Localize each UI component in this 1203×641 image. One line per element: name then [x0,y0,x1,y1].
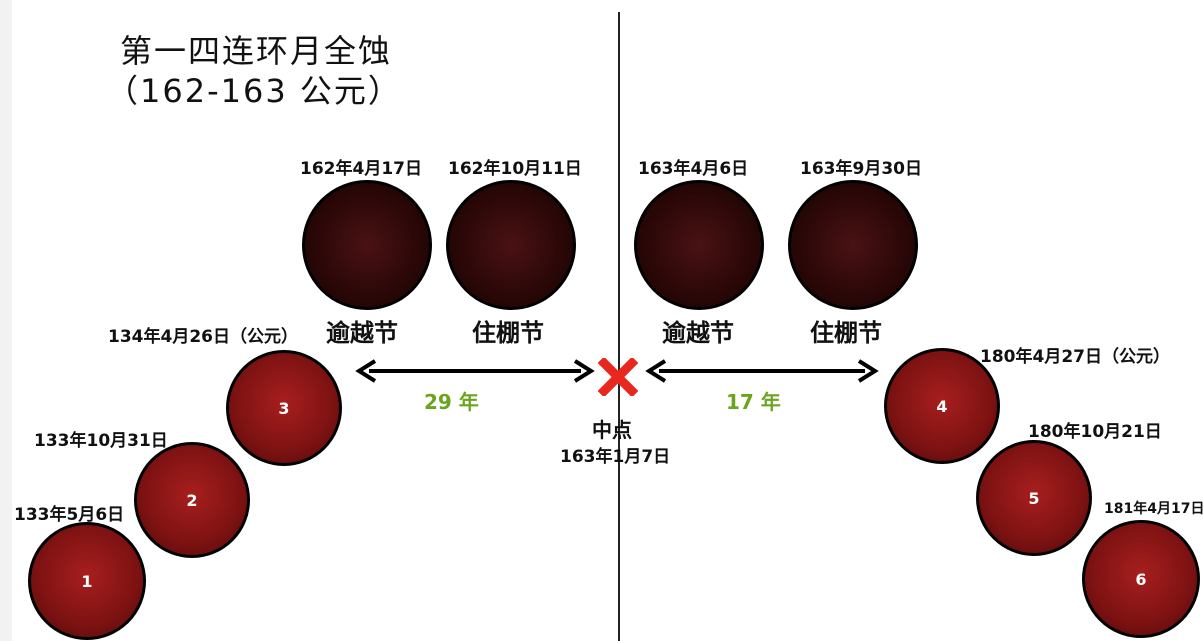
span-arrow-right [645,359,879,383]
moon-number-5: 5 [1028,488,1040,508]
moon-number-1: 1 [81,571,93,591]
blood-moon-163-autumn [788,180,918,310]
center-divider-line [618,12,620,641]
festival-label-passover-right: 逾越节 [662,319,734,347]
blood-moon-5: 5 [976,440,1092,556]
blood-moon-162-spring [302,180,432,310]
midpoint-label: 中点 [592,418,632,442]
top-eclipse-date-2: 162年10月11日 [448,159,582,179]
blood-moon-162-autumn [446,180,576,310]
top-eclipse-date-4: 163年9月30日 [800,159,922,179]
festival-label-tabernacles-right: 住棚节 [810,319,882,347]
midpoint-date: 163年1月7日 [560,447,671,467]
blood-moon-163-spring [634,180,764,310]
span-label-right: 17 年 [726,390,781,414]
side-eclipse-date-6: 181年4月17日 [1104,501,1203,517]
left-edge-bar [0,0,12,641]
side-eclipse-date-3: 134年4月26日（公元） [108,327,298,347]
span-label-left: 29 年 [424,390,479,414]
moon-number-6: 6 [1135,569,1147,589]
festival-label-passover-left: 逾越节 [326,319,398,347]
side-eclipse-date-5: 180年10月21日 [1028,422,1162,442]
side-eclipse-date-2: 133年10月31日 [34,431,168,451]
top-eclipse-date-3: 163年4月6日 [638,159,749,179]
side-eclipse-date-4: 180年4月27日（公元） [980,347,1170,367]
festival-label-tabernacles-left: 住棚节 [472,319,544,347]
moon-number-3: 3 [278,398,290,418]
moon-number-2: 2 [186,490,198,510]
side-eclipse-date-1: 133年5月6日 [14,505,125,525]
blood-moon-4: 4 [884,348,1000,464]
span-arrow-left [355,359,595,383]
diagram-title: 第一四连环月全蚀 [120,32,393,70]
top-eclipse-date-1: 162年4月17日 [300,159,422,179]
blood-moon-1: 1 [28,522,146,640]
moon-number-4: 4 [936,396,948,416]
blood-moon-2: 2 [134,442,250,558]
blood-moon-6: 6 [1082,520,1200,638]
midpoint-x-mark [598,358,638,396]
blood-moon-3: 3 [226,350,342,466]
diagram-subtitle: （162-163 公元） [106,72,402,110]
